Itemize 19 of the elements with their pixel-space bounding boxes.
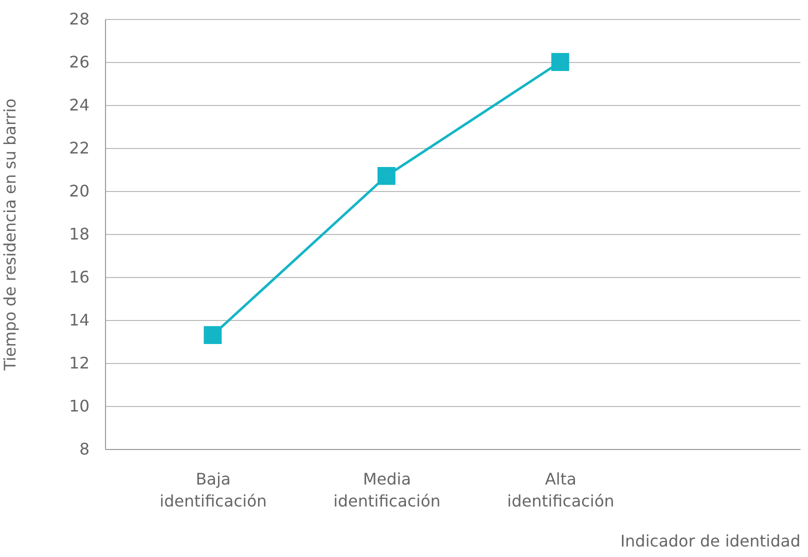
point [204, 326, 222, 344]
y-tick-label: 8 [79, 440, 90, 458]
x-tick-label: Media identificación [333, 470, 441, 510]
x-tick-label: Baja identificación [160, 470, 267, 510]
y-tick-label: 14 [69, 310, 90, 330]
x-axis-title: Indicador de identidad [620, 532, 800, 550]
x-tick-label: Alta identificación [507, 470, 614, 510]
y-tick-label: 12 [69, 354, 90, 372]
point [551, 53, 570, 71]
point [378, 167, 396, 185]
y-axis-title: Tiempo de residencia en su barrio [0, 98, 20, 372]
y-tick-label: 10 [69, 396, 90, 416]
y-tick-label: 28 [69, 10, 90, 28]
y-tick-label: 22 [69, 138, 90, 158]
y-tick-label: 24 [69, 96, 90, 114]
y-tick-label: 18 [69, 224, 90, 244]
y-tick-label: 16 [69, 268, 90, 286]
y-tick-label: 20 [69, 182, 90, 200]
y-tick-label: 26 [69, 52, 90, 72]
